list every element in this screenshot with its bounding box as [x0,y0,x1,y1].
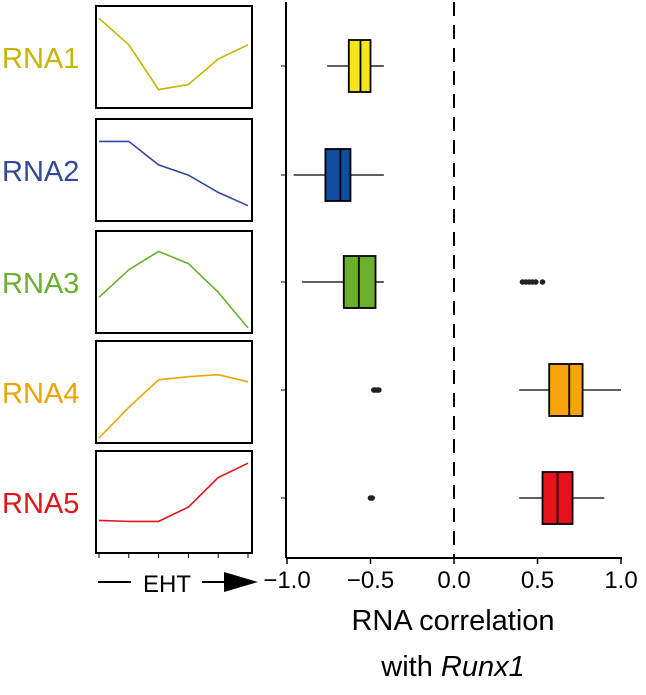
box-body [324,148,352,202]
box-RNA3 [281,255,546,309]
line-panel-4: RNA4 [2,340,253,444]
outlier-point [376,387,382,393]
series-label: RNA2 [2,156,79,188]
x-tick-label: −0.5 [347,567,394,594]
line-panel-3: RNA3 [2,230,253,334]
box-RNA4 [281,363,621,417]
panel-frame [95,450,253,554]
eht-arrow-head [224,572,258,592]
outlier-point [533,279,539,285]
box-RNA1 [281,39,384,93]
x-axis-title-line2: with Runx1 [380,651,524,683]
box-RNA2 [281,148,384,202]
series-label: RNA4 [2,378,79,410]
panel-frame [95,230,253,334]
box-RNA5 [281,471,605,525]
x-tick-label: 0.5 [521,567,554,594]
line-panel-2: RNA2 [2,118,253,222]
series-label: RNA1 [2,43,79,75]
box-body [548,363,584,417]
line-panel-5: RNA5 [2,450,253,554]
x-axis-title-prefix: with [380,651,441,683]
eht-axis: EHT [98,571,258,598]
series-line [98,17,249,91]
series-line [98,373,249,439]
series-line [98,462,249,523]
x-axis-title-gene: Runx1 [441,651,525,683]
x-tick-label: −1.0 [263,567,310,594]
boxplot: −1.0 −0.5 0.0 0.5 1.0 [263,2,638,594]
line-panel-1: RNA1 [2,5,253,109]
eht-label: EHT [143,571,191,598]
series-label: RNA3 [2,268,79,300]
series-line [99,140,249,207]
outlier-point [369,495,375,501]
series-line [98,250,249,329]
x-tick-label: 0.0 [437,567,470,594]
line-panels: RNA1 RNA2 RNA3 RNA4 RNA5 [2,5,253,558]
x-axis-title-line1: RNA correlation [351,605,554,637]
series-label: RNA5 [2,488,79,520]
x-tick-label: 1.0 [604,567,637,594]
outlier-point [539,279,546,285]
panel-frame [95,340,253,444]
panel-frame [95,5,253,109]
